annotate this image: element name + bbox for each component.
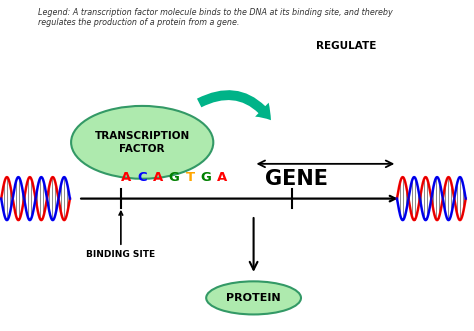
Text: A: A: [217, 171, 228, 184]
Text: REGULATE: REGULATE: [316, 41, 376, 51]
Text: C: C: [137, 171, 146, 184]
Text: BINDING SITE: BINDING SITE: [86, 212, 155, 259]
Text: Legend: A transcription factor molecule binds to the DNA at its binding site, an: Legend: A transcription factor molecule …: [38, 8, 392, 17]
Ellipse shape: [206, 281, 301, 314]
Text: A: A: [120, 171, 131, 184]
Text: T: T: [185, 171, 195, 184]
Text: regulates the production of a protein from a gene.: regulates the production of a protein fr…: [38, 18, 239, 27]
Ellipse shape: [71, 106, 213, 179]
Text: A: A: [153, 171, 163, 184]
Text: GENE: GENE: [265, 169, 328, 189]
Text: G: G: [169, 171, 179, 184]
Text: PROTEIN: PROTEIN: [226, 293, 281, 303]
FancyArrowPatch shape: [197, 90, 271, 120]
Text: TRANSCRIPTION
FACTOR: TRANSCRIPTION FACTOR: [95, 131, 190, 154]
Text: G: G: [201, 171, 211, 184]
